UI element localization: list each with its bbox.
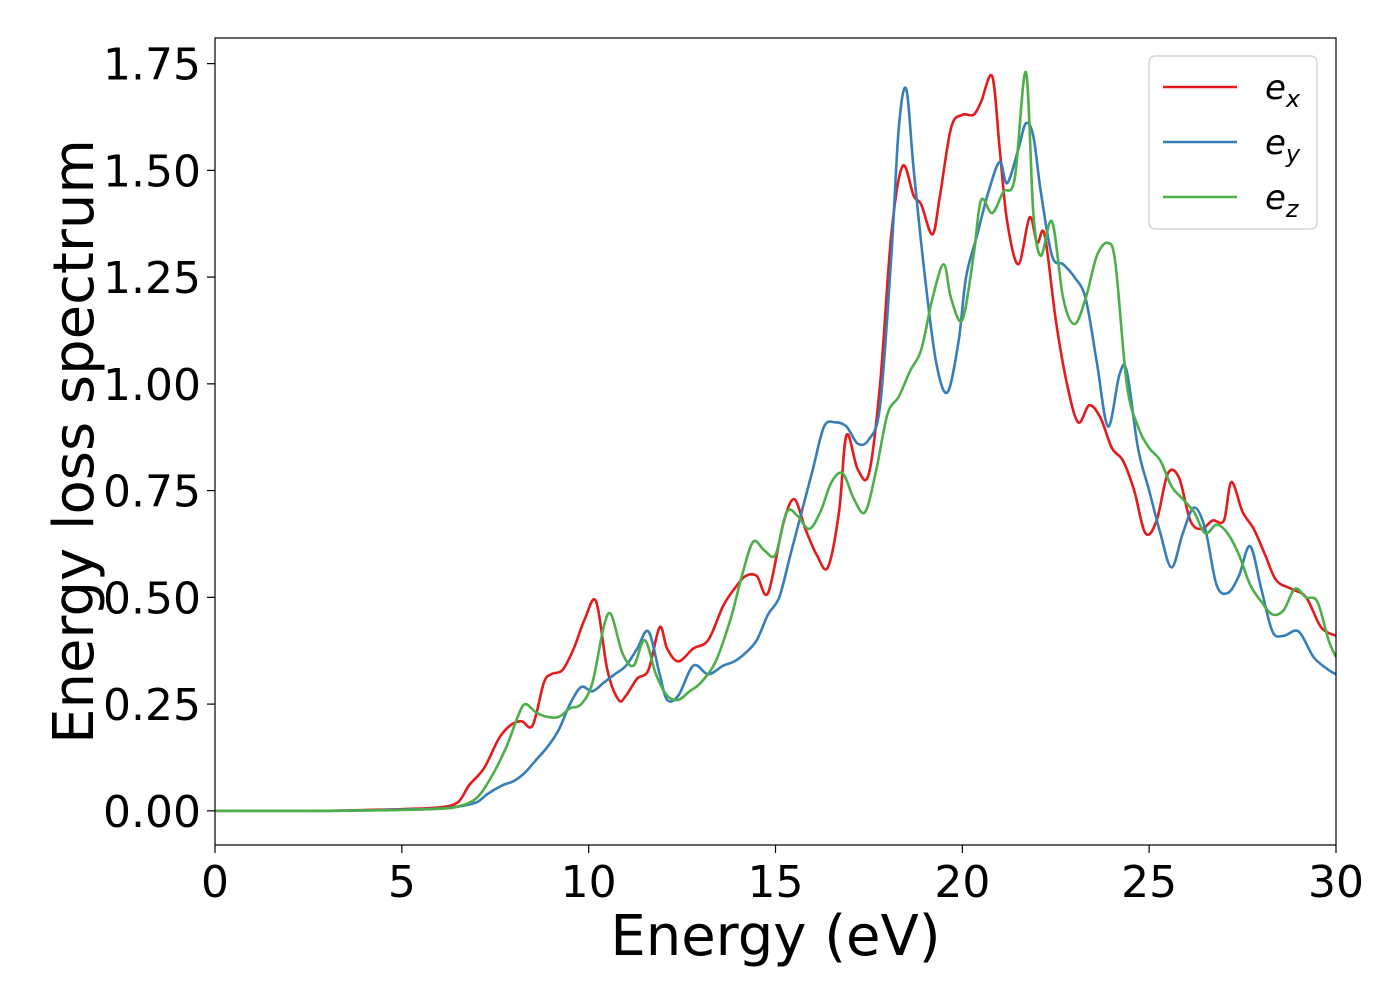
series-layer <box>215 70 1336 813</box>
legend-label-z: ez <box>1265 178 1300 223</box>
x-tick-label: 15 <box>748 857 804 908</box>
x-tick-label: 5 <box>388 857 416 908</box>
x-tick-label: 25 <box>1121 857 1177 908</box>
x-tick-label: 30 <box>1308 857 1364 908</box>
y-tick-label: 0.25 <box>103 680 201 731</box>
series-line-x <box>215 73 1336 813</box>
legend-label-y: ey <box>1265 123 1301 168</box>
y-tick-label: 1.00 <box>103 360 201 411</box>
y-tick-label: 0.00 <box>103 787 201 838</box>
y-axis-label: Energy loss spectrum <box>42 139 107 744</box>
y-tick-label: 0.50 <box>103 573 201 624</box>
series-line-z <box>215 70 1336 813</box>
y-tick-label: 1.50 <box>103 146 201 197</box>
series-line-y <box>215 86 1336 813</box>
legend: ex ey ez <box>1148 55 1318 230</box>
x-tick-label: 0 <box>201 857 229 908</box>
y-tick-label: 0.75 <box>103 467 201 518</box>
y-tick-label: 1.75 <box>103 40 201 91</box>
x-tick-label: 20 <box>934 857 990 908</box>
ticks-layer: 0 5 10 15 20 25 30 0.00 0.25 0.50 0.75 1.00 1.25 1.50… <box>103 40 1364 908</box>
y-tick-label: 1.25 <box>103 253 201 304</box>
x-tick-label: 10 <box>561 857 617 908</box>
x-axis-label: Energy (eV) <box>610 904 940 969</box>
legend-label-x: ex <box>1265 68 1301 113</box>
